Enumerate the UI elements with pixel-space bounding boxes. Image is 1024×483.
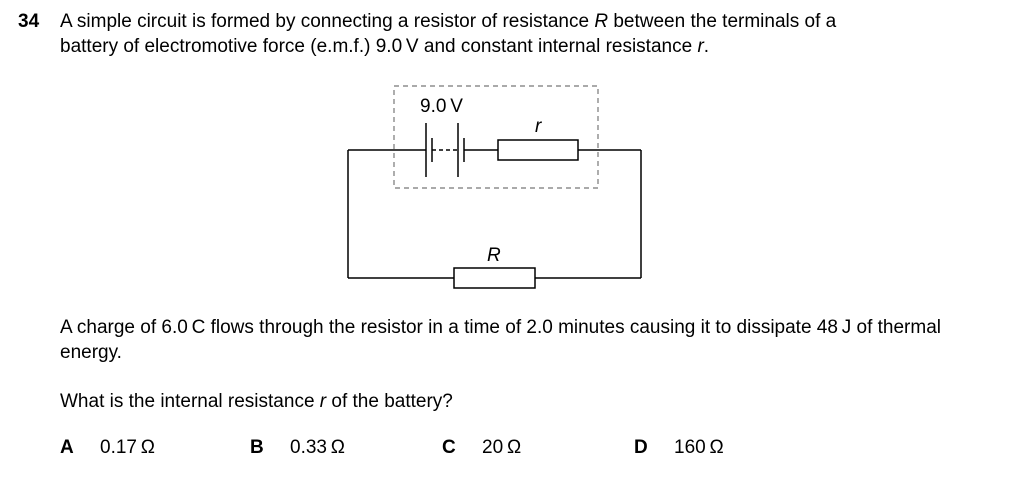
option-value: 0.33 Ω xyxy=(290,437,345,458)
option-value: 0.17 Ω xyxy=(100,437,155,458)
prompt-text: of the battery? xyxy=(326,391,453,412)
emf-label: 9.0 V xyxy=(420,96,463,117)
stem-line-1: A simple circuit is formed by connecting… xyxy=(60,9,1000,34)
option-a[interactable]: A 0.17 Ω xyxy=(60,435,155,460)
prompt-symbol-r: r xyxy=(319,391,327,412)
option-letter: C xyxy=(442,437,456,458)
battery-boundary-box xyxy=(393,85,599,189)
question-stem: A simple circuit is formed by connecting… xyxy=(60,9,1000,59)
external-resistor-label: R xyxy=(487,245,501,266)
stem-text: between the terminals of a xyxy=(608,11,837,32)
question-paragraph: A charge of 6.0 C flows through the resi… xyxy=(60,317,942,363)
stem-symbol-R: R xyxy=(594,11,609,32)
option-d[interactable]: D 160 Ω xyxy=(634,435,724,460)
option-value: 20 Ω xyxy=(482,437,522,458)
question-prompt: What is the internal resistance r of the… xyxy=(60,389,1000,414)
prompt-text: What is the internal resistance xyxy=(60,391,320,412)
stem-text: battery of electromotive force (e.m.f.) … xyxy=(60,36,698,57)
stem-symbol-r: r xyxy=(697,36,704,57)
option-letter: B xyxy=(250,437,264,458)
option-value: 160 Ω xyxy=(674,437,724,458)
option-b[interactable]: B 0.33 Ω xyxy=(250,435,345,460)
option-letter: A xyxy=(60,437,74,458)
internal-resistor xyxy=(497,139,579,161)
option-letter: D xyxy=(634,437,648,458)
circuit-diagram: 9.0 V r R xyxy=(347,85,642,289)
internal-resistor-label: r xyxy=(535,116,542,137)
stem-text: . xyxy=(703,36,710,57)
stem-line-2: battery of electromotive force (e.m.f.) … xyxy=(60,34,1000,59)
stem-text: A simple circuit is formed by connecting… xyxy=(60,11,595,32)
question-number: 34 xyxy=(18,11,40,32)
external-resistor xyxy=(453,267,536,289)
option-c[interactable]: C 20 Ω xyxy=(442,435,521,460)
